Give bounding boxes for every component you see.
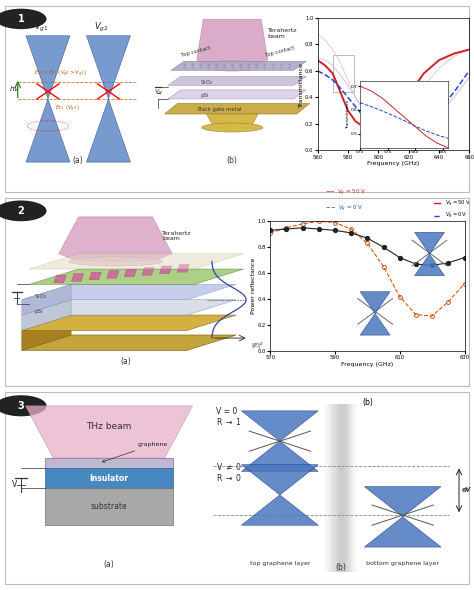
Ellipse shape — [202, 61, 262, 71]
Polygon shape — [59, 217, 172, 261]
Polygon shape — [365, 487, 441, 517]
Polygon shape — [26, 406, 192, 458]
Text: (b): (b) — [227, 156, 237, 165]
Polygon shape — [86, 36, 130, 99]
Text: $--$ $V_g$ = 0 V: $--$ $V_g$ = 0 V — [325, 204, 364, 214]
Text: R $\rightarrow$ 0: R $\rightarrow$ 0 — [216, 472, 242, 483]
Text: V: V — [12, 480, 17, 489]
Polygon shape — [415, 232, 445, 254]
Polygon shape — [22, 335, 236, 350]
Polygon shape — [86, 99, 130, 162]
Polygon shape — [241, 495, 318, 525]
Text: 3: 3 — [18, 401, 24, 411]
Text: (b): (b) — [362, 398, 373, 407]
Polygon shape — [22, 315, 236, 330]
Bar — [46, 458, 173, 468]
Text: $V_g$: $V_g$ — [154, 88, 163, 98]
Polygon shape — [72, 274, 84, 281]
Polygon shape — [89, 272, 101, 280]
Text: V $\neq$ 0: V $\neq$ 0 — [216, 461, 242, 472]
Text: $|E|^2$: $|E|^2$ — [251, 341, 264, 352]
Text: Top contact: Top contact — [181, 45, 211, 58]
Legend: $V_g=50\,\mathrm{V}$, $V_g=0\,\mathrm{V}$: $V_g=50\,\mathrm{V}$, $V_g=0\,\mathrm{V}… — [432, 196, 472, 224]
Text: bottom graphene layer: bottom graphene layer — [366, 560, 439, 566]
Text: $E_{F2}>E_{F1}\ (V_{g2}>V_{g1})$: $E_{F2}>E_{F1}\ (V_{g2}>V_{g1})$ — [34, 69, 87, 80]
Bar — [46, 468, 173, 488]
Text: Terahertz
beam: Terahertz beam — [162, 231, 192, 241]
Polygon shape — [207, 114, 258, 126]
Text: pSi: pSi — [34, 310, 43, 314]
Text: $V_{g1}$: $V_{g1}$ — [34, 21, 48, 34]
Polygon shape — [164, 103, 310, 114]
Polygon shape — [22, 300, 236, 315]
Polygon shape — [142, 267, 154, 275]
Polygon shape — [241, 411, 318, 441]
Polygon shape — [26, 99, 70, 162]
Y-axis label: Transmittance: Transmittance — [299, 61, 304, 107]
Text: Back gate metal: Back gate metal — [198, 107, 241, 112]
Polygon shape — [124, 269, 137, 277]
Text: (c): (c) — [388, 232, 399, 242]
Polygon shape — [171, 61, 306, 70]
Polygon shape — [26, 36, 70, 99]
Text: top graphene layer: top graphene layer — [250, 560, 310, 566]
Text: Top contact: Top contact — [264, 45, 295, 58]
Text: eV: eV — [462, 487, 471, 493]
Text: Terahertz
beam: Terahertz beam — [268, 28, 297, 39]
Polygon shape — [22, 284, 71, 315]
Polygon shape — [29, 269, 244, 284]
Bar — [46, 489, 173, 525]
Text: $V_{g2}$: $V_{g2}$ — [94, 21, 109, 34]
Polygon shape — [168, 76, 306, 86]
Text: graphene: graphene — [102, 442, 168, 462]
Polygon shape — [22, 315, 71, 350]
Ellipse shape — [69, 257, 162, 266]
Text: $qV$: $qV$ — [462, 486, 472, 494]
Polygon shape — [107, 271, 119, 278]
Text: (b): (b) — [336, 563, 346, 572]
Polygon shape — [241, 441, 318, 471]
Bar — [333, 55, 354, 92]
Text: (a): (a) — [104, 560, 114, 569]
Text: SiO$_2$: SiO$_2$ — [34, 292, 47, 301]
Polygon shape — [197, 19, 268, 66]
Circle shape — [0, 395, 46, 417]
X-axis label: Frequency (GHz): Frequency (GHz) — [367, 161, 419, 166]
Polygon shape — [360, 291, 390, 313]
Text: 2: 2 — [18, 206, 24, 216]
Text: (a): (a) — [120, 357, 131, 366]
Polygon shape — [415, 254, 445, 276]
Polygon shape — [159, 266, 172, 274]
Polygon shape — [22, 284, 236, 300]
Polygon shape — [54, 275, 66, 283]
Ellipse shape — [201, 123, 263, 132]
Polygon shape — [360, 313, 390, 335]
Circle shape — [0, 9, 46, 29]
Text: $-\!-$ $V_g$ = 50 V: $-\!-$ $V_g$ = 50 V — [325, 188, 366, 198]
Polygon shape — [177, 264, 190, 272]
Text: (a): (a) — [73, 156, 83, 165]
Text: substrate: substrate — [91, 502, 128, 511]
Polygon shape — [365, 517, 441, 547]
Text: $h\nu$: $h\nu$ — [9, 84, 19, 93]
Text: R $\rightarrow$ 1: R $\rightarrow$ 1 — [216, 417, 241, 427]
Polygon shape — [22, 300, 71, 330]
Text: Insulator: Insulator — [90, 474, 128, 483]
X-axis label: Frequency (GHz): Frequency (GHz) — [341, 362, 393, 366]
Text: THz beam: THz beam — [86, 421, 132, 431]
Polygon shape — [241, 465, 318, 495]
Circle shape — [0, 201, 46, 221]
Text: 1: 1 — [18, 14, 24, 24]
Polygon shape — [168, 90, 306, 99]
Polygon shape — [29, 254, 244, 269]
Text: $E_{F1}\ (V_{g1})$: $E_{F1}\ (V_{g1})$ — [55, 103, 80, 114]
Text: pSi: pSi — [200, 93, 209, 99]
Text: V = 0: V = 0 — [216, 407, 237, 416]
Text: SiO$_2$: SiO$_2$ — [200, 78, 213, 87]
Y-axis label: Power reflectance: Power reflectance — [251, 258, 256, 314]
